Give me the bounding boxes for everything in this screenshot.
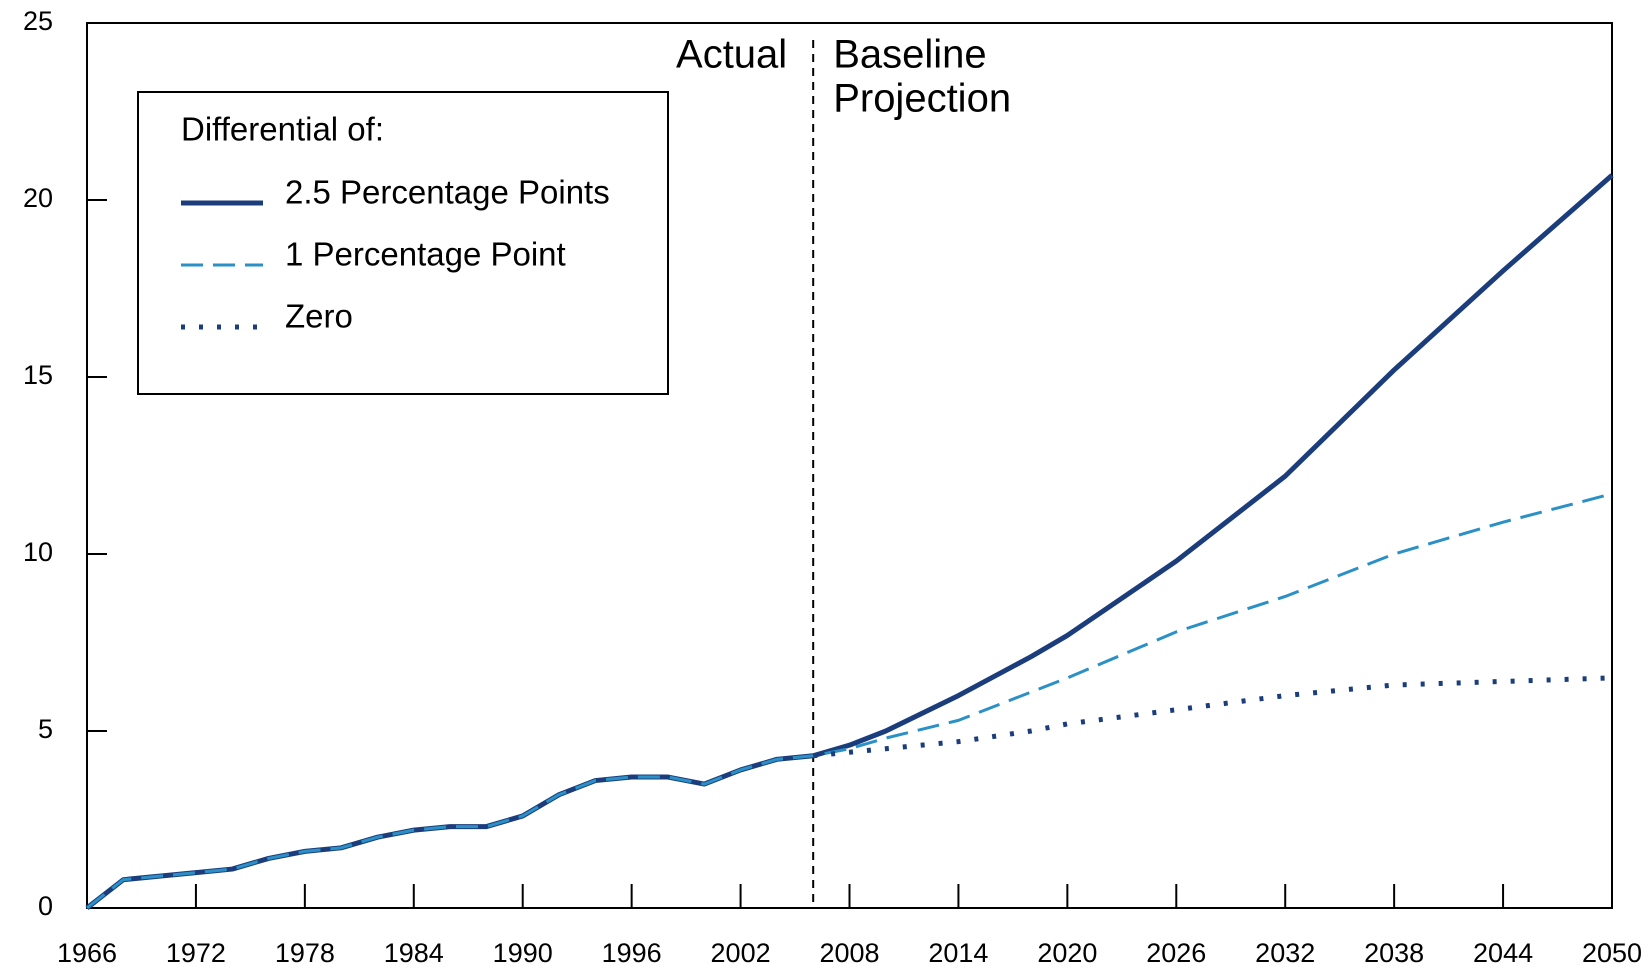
x-tick-label: 2032 [1255,938,1315,968]
x-tick-label: 2038 [1364,938,1424,968]
x-tick-label: 1990 [493,938,553,968]
legend-label: 1 Percentage Point [285,236,566,273]
x-tick-label: 2050 [1582,938,1642,968]
legend-label: 2.5 Percentage Points [285,174,610,211]
x-tick-label: 2002 [711,938,771,968]
x-tick-label: 2014 [928,938,988,968]
legend-box [137,91,669,395]
x-tick-label: 1984 [384,938,444,968]
series-line [812,675,1613,759]
annotation: Actual [676,33,787,77]
y-tick-label: 5 [38,714,53,744]
legend-title: Differential of: [181,111,384,148]
x-tick-label: 2008 [819,938,879,968]
x-tick-label: 2044 [1473,938,1533,968]
x-tick-label: 1966 [57,938,117,968]
legend-label: Zero [285,298,353,335]
series-line [86,492,1613,910]
y-tick-label: 10 [23,537,53,567]
x-tick-label: 1996 [602,938,662,968]
annotation: Projection [833,77,1011,121]
annotation: Baseline [833,33,986,77]
x-tick-label: 2020 [1037,938,1097,968]
x-tick-label: 1972 [166,938,226,968]
x-tick-label: 2026 [1146,938,1206,968]
x-tick-label: 1978 [275,938,335,968]
y-tick-label: 20 [23,183,53,213]
y-tick-label: 15 [23,360,53,390]
y-tick-label: 25 [23,6,53,36]
y-tick-label: 0 [38,891,53,921]
